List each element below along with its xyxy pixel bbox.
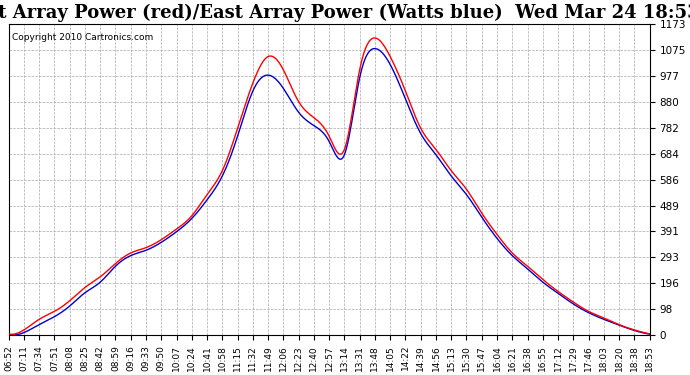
Title: West Array Power (red)/East Array Power (Watts blue)  Wed Mar 24 18:53: West Array Power (red)/East Array Power … <box>0 4 690 22</box>
Text: Copyright 2010 Cartronics.com: Copyright 2010 Cartronics.com <box>12 33 153 42</box>
